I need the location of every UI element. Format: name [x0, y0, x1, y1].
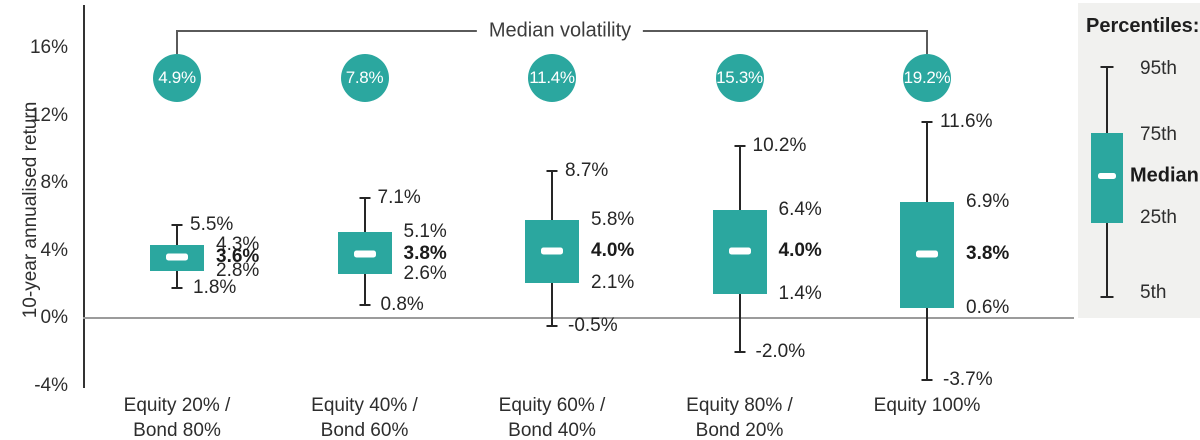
y-tick-label: 8% [40, 172, 68, 193]
p25-label: 2.8% [216, 259, 260, 281]
p25-label: 2.6% [403, 263, 447, 285]
y-tick-label: -4% [34, 374, 68, 396]
whisker-cap-top [921, 121, 933, 124]
median-label: 3.8% [403, 242, 447, 264]
median-label: 4.0% [591, 239, 635, 261]
category-label: Equity 40% / Bond 60% [311, 395, 418, 440]
whisker-cap-top [171, 224, 183, 227]
legend-label-75th: 75th [1140, 124, 1177, 145]
bracket-stub-right [926, 30, 928, 54]
zero-baseline [83, 317, 1074, 319]
p95-label: 5.5% [190, 214, 234, 236]
median-volatility-badge: 11.4% [528, 54, 576, 102]
y-tick-label: 0% [40, 307, 68, 328]
bracket-stub-left [176, 30, 178, 54]
median-volatility-badge: 4.9% [153, 54, 201, 102]
whisker-cap-top [546, 170, 558, 173]
y-tick-label: 4% [40, 239, 68, 261]
p95-label: 11.6% [940, 111, 993, 133]
median-dash-icon [916, 250, 938, 258]
legend-median-dash-icon [1098, 173, 1116, 179]
median-volatility-badge: 7.8% [340, 54, 389, 102]
legend-title: Percentiles: [1086, 15, 1200, 37]
legend-label-5th: 5th [1140, 282, 1167, 303]
p75-label: 5.1% [403, 220, 447, 242]
median-volatility-title: Median volatility [476, 19, 644, 43]
median-label: 4.0% [778, 239, 822, 261]
p5-label: -3.7% [943, 369, 993, 391]
category-label: Equity 60% / Bond 40% [498, 395, 606, 440]
legend-label-95th: 95th [1140, 58, 1177, 79]
median-volatility-badge: 19.2% [903, 54, 951, 102]
p5-label: 1.8% [193, 276, 237, 298]
p95-label: 8.7% [565, 160, 609, 182]
legend-whisker-cap-top-icon [1100, 66, 1114, 68]
p95-label: 10.2% [752, 134, 807, 156]
whisker-cap-bottom [171, 286, 183, 289]
whisker-cap-top [734, 144, 745, 147]
p75-label: 6.9% [966, 190, 1010, 212]
p25-label: 2.1% [591, 271, 635, 293]
y-tick-label: 16% [29, 37, 68, 58]
median-volatility-badge: 15.3% [715, 54, 764, 102]
legend-whisker-cap-bottom-icon [1100, 296, 1114, 298]
legend-label-median: Median [1130, 164, 1199, 187]
median-dash-icon [166, 253, 188, 261]
median-dash-icon [353, 250, 376, 258]
p25-label: 0.6% [966, 296, 1010, 318]
category-label: Equity 100% [873, 395, 981, 416]
p75-label: 6.4% [778, 199, 822, 220]
p75-label: 5.8% [591, 209, 635, 231]
p25-label: 1.4% [778, 283, 822, 305]
y-axis-line [83, 5, 85, 388]
median-dash-icon [541, 247, 563, 254]
p5-label: -0.5% [568, 315, 618, 337]
p95-label: 7.1% [377, 187, 421, 209]
median-dash-icon [728, 247, 751, 254]
median-label: 3.8% [966, 242, 1010, 264]
category-label: Equity 20% / Bond 80% [123, 395, 231, 440]
whisker-cap-bottom [546, 325, 558, 328]
p5-label: -2.0% [755, 340, 806, 362]
whisker-cap-bottom [359, 303, 370, 306]
whisker-cap-bottom [734, 350, 745, 353]
p5-label: 0.8% [380, 293, 424, 315]
category-label: Equity 80% / Bond 20% [686, 395, 793, 440]
whisker-cap-bottom [921, 379, 933, 382]
p75-label: 4.3% [216, 234, 260, 256]
median-label: 3.6% [216, 246, 260, 268]
y-tick-label: 12% [29, 104, 68, 126]
legend-label-25th: 25th [1140, 207, 1177, 228]
whisker-cap-top [359, 197, 370, 200]
